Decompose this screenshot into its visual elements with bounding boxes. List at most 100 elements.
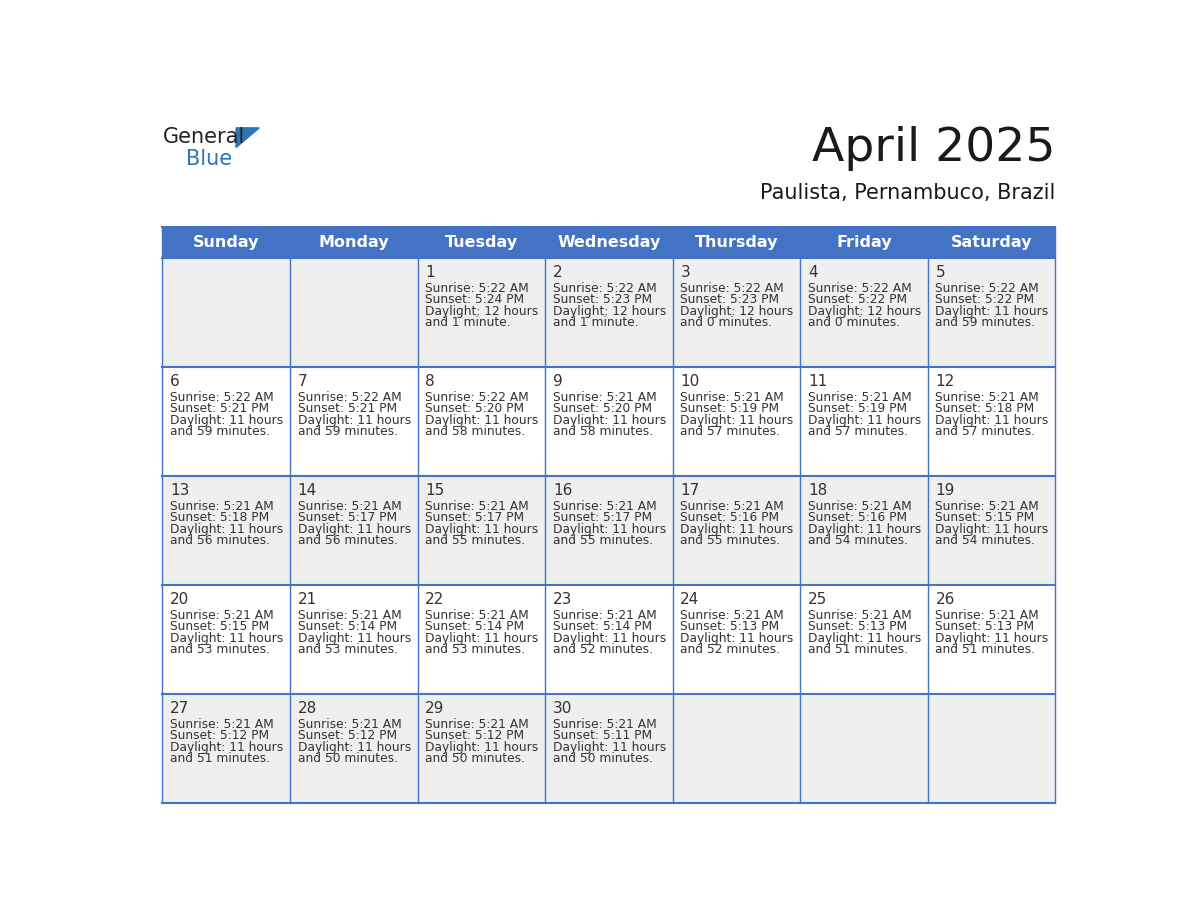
Text: Sunrise: 5:21 AM: Sunrise: 5:21 AM bbox=[552, 391, 657, 404]
Text: Daylight: 11 hours: Daylight: 11 hours bbox=[298, 414, 411, 427]
Text: and 52 minutes.: and 52 minutes. bbox=[681, 644, 781, 656]
Text: Sunset: 5:13 PM: Sunset: 5:13 PM bbox=[681, 621, 779, 633]
Text: Sunrise: 5:22 AM: Sunrise: 5:22 AM bbox=[425, 282, 529, 295]
Text: and 0 minutes.: and 0 minutes. bbox=[681, 316, 772, 329]
Text: Sunrise: 5:21 AM: Sunrise: 5:21 AM bbox=[681, 500, 784, 513]
Text: Sunrise: 5:21 AM: Sunrise: 5:21 AM bbox=[552, 718, 657, 731]
Text: April 2025: April 2025 bbox=[811, 126, 1055, 171]
Text: 12: 12 bbox=[935, 374, 955, 389]
Text: Sunset: 5:12 PM: Sunset: 5:12 PM bbox=[425, 730, 524, 743]
Text: and 59 minutes.: and 59 minutes. bbox=[935, 316, 1036, 329]
Text: Tuesday: Tuesday bbox=[444, 235, 518, 250]
Text: Sunset: 5:17 PM: Sunset: 5:17 PM bbox=[298, 511, 397, 524]
Text: Daylight: 11 hours: Daylight: 11 hours bbox=[298, 741, 411, 754]
Text: 22: 22 bbox=[425, 592, 444, 607]
Text: Sunrise: 5:21 AM: Sunrise: 5:21 AM bbox=[935, 500, 1040, 513]
Text: Sunset: 5:14 PM: Sunset: 5:14 PM bbox=[425, 621, 524, 633]
Text: 21: 21 bbox=[298, 592, 317, 607]
Text: 18: 18 bbox=[808, 483, 827, 498]
Text: and 51 minutes.: and 51 minutes. bbox=[808, 644, 908, 656]
Text: and 50 minutes.: and 50 minutes. bbox=[298, 752, 398, 766]
Text: Sunrise: 5:22 AM: Sunrise: 5:22 AM bbox=[935, 282, 1040, 295]
Text: Sunrise: 5:21 AM: Sunrise: 5:21 AM bbox=[681, 609, 784, 622]
Text: Sunset: 5:17 PM: Sunset: 5:17 PM bbox=[425, 511, 524, 524]
Text: Daylight: 11 hours: Daylight: 11 hours bbox=[681, 632, 794, 644]
Text: Sunrise: 5:21 AM: Sunrise: 5:21 AM bbox=[808, 391, 911, 404]
Text: Daylight: 11 hours: Daylight: 11 hours bbox=[170, 522, 284, 536]
Bar bbox=[163, 227, 1055, 258]
Text: and 54 minutes.: and 54 minutes. bbox=[808, 534, 908, 547]
Text: 19: 19 bbox=[935, 483, 955, 498]
Text: General: General bbox=[163, 127, 245, 147]
Text: Sunrise: 5:21 AM: Sunrise: 5:21 AM bbox=[552, 500, 657, 513]
Text: Sunset: 5:21 PM: Sunset: 5:21 PM bbox=[170, 402, 270, 415]
Text: Sunrise: 5:21 AM: Sunrise: 5:21 AM bbox=[552, 609, 657, 622]
Text: and 55 minutes.: and 55 minutes. bbox=[552, 534, 653, 547]
Bar bbox=[163, 476, 1055, 585]
Text: Daylight: 11 hours: Daylight: 11 hours bbox=[170, 741, 284, 754]
Text: 8: 8 bbox=[425, 374, 435, 389]
Text: Sunset: 5:12 PM: Sunset: 5:12 PM bbox=[298, 730, 397, 743]
Text: Sunrise: 5:21 AM: Sunrise: 5:21 AM bbox=[808, 500, 911, 513]
Text: 24: 24 bbox=[681, 592, 700, 607]
Text: 20: 20 bbox=[170, 592, 189, 607]
Text: 15: 15 bbox=[425, 483, 444, 498]
Text: Sunrise: 5:21 AM: Sunrise: 5:21 AM bbox=[935, 609, 1040, 622]
Text: Daylight: 11 hours: Daylight: 11 hours bbox=[425, 522, 538, 536]
Text: Sunset: 5:18 PM: Sunset: 5:18 PM bbox=[935, 402, 1035, 415]
Text: and 0 minutes.: and 0 minutes. bbox=[808, 316, 901, 329]
Text: Wednesday: Wednesday bbox=[557, 235, 661, 250]
Text: 28: 28 bbox=[298, 701, 317, 716]
Text: Sunset: 5:22 PM: Sunset: 5:22 PM bbox=[935, 293, 1035, 307]
Text: Daylight: 11 hours: Daylight: 11 hours bbox=[681, 522, 794, 536]
Polygon shape bbox=[236, 128, 259, 148]
Text: and 51 minutes.: and 51 minutes. bbox=[170, 752, 270, 766]
Text: Sunrise: 5:22 AM: Sunrise: 5:22 AM bbox=[552, 282, 657, 295]
Text: Sunset: 5:21 PM: Sunset: 5:21 PM bbox=[298, 402, 397, 415]
Text: Sunset: 5:13 PM: Sunset: 5:13 PM bbox=[808, 621, 908, 633]
Text: and 58 minutes.: and 58 minutes. bbox=[425, 425, 525, 438]
Text: Sunrise: 5:22 AM: Sunrise: 5:22 AM bbox=[681, 282, 784, 295]
Text: and 54 minutes.: and 54 minutes. bbox=[935, 534, 1036, 547]
Text: Sunset: 5:19 PM: Sunset: 5:19 PM bbox=[808, 402, 908, 415]
Text: 4: 4 bbox=[808, 265, 817, 280]
Text: and 1 minute.: and 1 minute. bbox=[552, 316, 638, 329]
Text: Sunset: 5:19 PM: Sunset: 5:19 PM bbox=[681, 402, 779, 415]
Text: 2: 2 bbox=[552, 265, 562, 280]
Text: Daylight: 11 hours: Daylight: 11 hours bbox=[298, 522, 411, 536]
Text: and 53 minutes.: and 53 minutes. bbox=[170, 644, 270, 656]
Text: Daylight: 12 hours: Daylight: 12 hours bbox=[681, 305, 794, 318]
Text: Sunrise: 5:21 AM: Sunrise: 5:21 AM bbox=[425, 718, 529, 731]
Text: Daylight: 11 hours: Daylight: 11 hours bbox=[935, 522, 1049, 536]
Text: Sunrise: 5:22 AM: Sunrise: 5:22 AM bbox=[170, 391, 274, 404]
Text: Sunrise: 5:22 AM: Sunrise: 5:22 AM bbox=[425, 391, 529, 404]
Text: Sunset: 5:15 PM: Sunset: 5:15 PM bbox=[170, 621, 270, 633]
Text: and 57 minutes.: and 57 minutes. bbox=[808, 425, 908, 438]
Text: 23: 23 bbox=[552, 592, 573, 607]
Text: 11: 11 bbox=[808, 374, 827, 389]
Text: Paulista, Pernambuco, Brazil: Paulista, Pernambuco, Brazil bbox=[760, 184, 1055, 203]
Text: Sunrise: 5:22 AM: Sunrise: 5:22 AM bbox=[298, 391, 402, 404]
Text: Daylight: 11 hours: Daylight: 11 hours bbox=[935, 632, 1049, 644]
Text: 26: 26 bbox=[935, 592, 955, 607]
Text: 3: 3 bbox=[681, 265, 690, 280]
Text: Sunrise: 5:21 AM: Sunrise: 5:21 AM bbox=[298, 718, 402, 731]
Text: 17: 17 bbox=[681, 483, 700, 498]
Text: 14: 14 bbox=[298, 483, 317, 498]
Text: Daylight: 12 hours: Daylight: 12 hours bbox=[552, 305, 666, 318]
Text: Sunset: 5:15 PM: Sunset: 5:15 PM bbox=[935, 511, 1035, 524]
Text: Sunset: 5:16 PM: Sunset: 5:16 PM bbox=[808, 511, 908, 524]
Text: Daylight: 11 hours: Daylight: 11 hours bbox=[425, 741, 538, 754]
Text: and 55 minutes.: and 55 minutes. bbox=[425, 534, 525, 547]
Text: and 53 minutes.: and 53 minutes. bbox=[425, 644, 525, 656]
Text: Daylight: 11 hours: Daylight: 11 hours bbox=[935, 305, 1049, 318]
Text: Sunset: 5:22 PM: Sunset: 5:22 PM bbox=[808, 293, 908, 307]
Text: Sunset: 5:20 PM: Sunset: 5:20 PM bbox=[425, 402, 524, 415]
Text: Daylight: 11 hours: Daylight: 11 hours bbox=[552, 741, 666, 754]
Text: Sunrise: 5:21 AM: Sunrise: 5:21 AM bbox=[935, 391, 1040, 404]
Text: and 52 minutes.: and 52 minutes. bbox=[552, 644, 653, 656]
Text: Sunrise: 5:21 AM: Sunrise: 5:21 AM bbox=[808, 609, 911, 622]
Text: Sunset: 5:13 PM: Sunset: 5:13 PM bbox=[935, 621, 1035, 633]
Text: and 59 minutes.: and 59 minutes. bbox=[298, 425, 398, 438]
Text: 16: 16 bbox=[552, 483, 573, 498]
